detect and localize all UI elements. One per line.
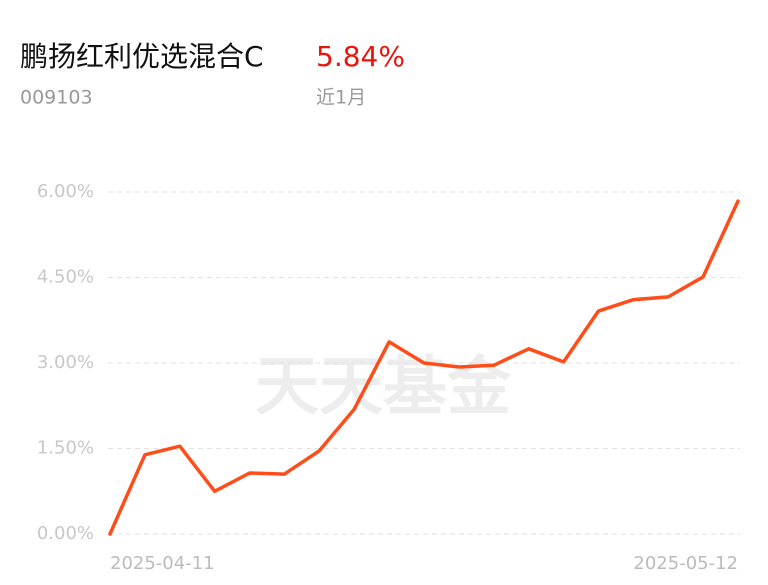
period-label: 近1月	[316, 87, 366, 109]
y-tick-label: 3.00%	[37, 352, 94, 373]
fund-return: 5.84%	[316, 40, 405, 73]
fund-name: 鹏扬红利优选混合C	[20, 40, 264, 73]
x-tick-label: 2025-05-12	[633, 553, 738, 574]
watermark: 天天基金	[255, 350, 512, 425]
y-tick-label: 4.50%	[37, 267, 94, 288]
y-tick-label: 0.00%	[37, 523, 94, 544]
x-tick-label: 2025-04-11	[110, 553, 215, 574]
y-tick-label: 1.50%	[37, 438, 94, 459]
fund-code: 009103	[20, 87, 93, 109]
y-tick-label: 6.00%	[37, 181, 94, 202]
return-line	[108, 199, 740, 536]
